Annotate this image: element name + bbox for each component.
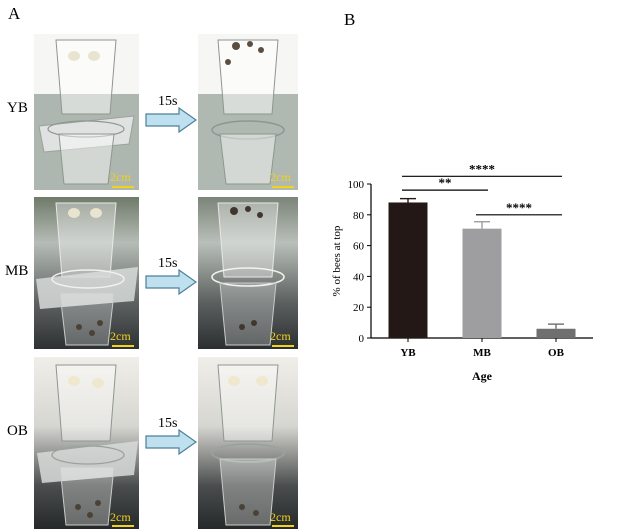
row-label-yb: YB	[7, 100, 28, 116]
photo-yb-before	[34, 34, 139, 190]
photo-ob-after	[198, 357, 298, 529]
scale-label: 2cm	[270, 510, 291, 524]
cup-illustration	[211, 364, 285, 526]
y-tick-label: 20	[353, 302, 365, 314]
scale-bar	[112, 186, 134, 188]
y-tick-label: 80	[353, 210, 365, 222]
scale-bar	[272, 186, 294, 188]
photo-ob-before	[34, 357, 139, 529]
photo-mb-before	[34, 197, 139, 349]
scale-bar	[272, 345, 294, 347]
significance-label: ****	[506, 200, 532, 215]
x-tick-label: MB	[473, 347, 491, 359]
significance-label: ****	[469, 161, 495, 176]
panel-a-letter: A	[8, 4, 21, 23]
panel-b-letter: B	[344, 10, 356, 29]
x-tick-label: OB	[548, 347, 565, 359]
scale-label: 2cm	[270, 170, 291, 184]
right-arrow-icon	[145, 429, 197, 455]
y-tick-label: 0	[359, 333, 365, 345]
arrow-time-label: 15s	[158, 94, 178, 109]
photo-mb-after	[198, 197, 298, 349]
bar-ob	[536, 328, 576, 338]
scale-label: 2cm	[270, 329, 291, 343]
cup-illustration	[36, 202, 138, 346]
row-label-mb: MB	[5, 263, 29, 279]
cup-illustration	[37, 364, 138, 526]
row-label-ob: OB	[7, 423, 28, 439]
cup-illustration	[34, 34, 139, 190]
y-axis-label: % of bees at top	[331, 225, 343, 296]
y-tick-label: 40	[353, 271, 365, 283]
scale-bar	[112, 345, 134, 347]
right-arrow-icon	[145, 269, 197, 295]
x-axis-label: Age	[472, 369, 493, 383]
photo-yb-after	[198, 34, 298, 190]
scale-bar	[112, 525, 134, 527]
significance-label: **	[439, 175, 452, 190]
scale-bar	[272, 525, 294, 527]
y-tick-label: 60	[353, 241, 365, 253]
cup-illustration	[198, 34, 298, 190]
x-tick-label: YB	[400, 347, 416, 359]
arrow-time-label: 15s	[158, 256, 178, 271]
scale-label: 2cm	[110, 510, 131, 524]
scale-label: 2cm	[110, 329, 131, 343]
scale-label: 2cm	[110, 170, 131, 184]
y-tick-label: 100	[348, 179, 365, 191]
cup-illustration	[211, 202, 285, 346]
bar-mb	[462, 228, 502, 338]
right-arrow-icon	[145, 107, 197, 133]
arrow-time-label: 15s	[158, 416, 178, 431]
bar-yb	[388, 202, 428, 338]
